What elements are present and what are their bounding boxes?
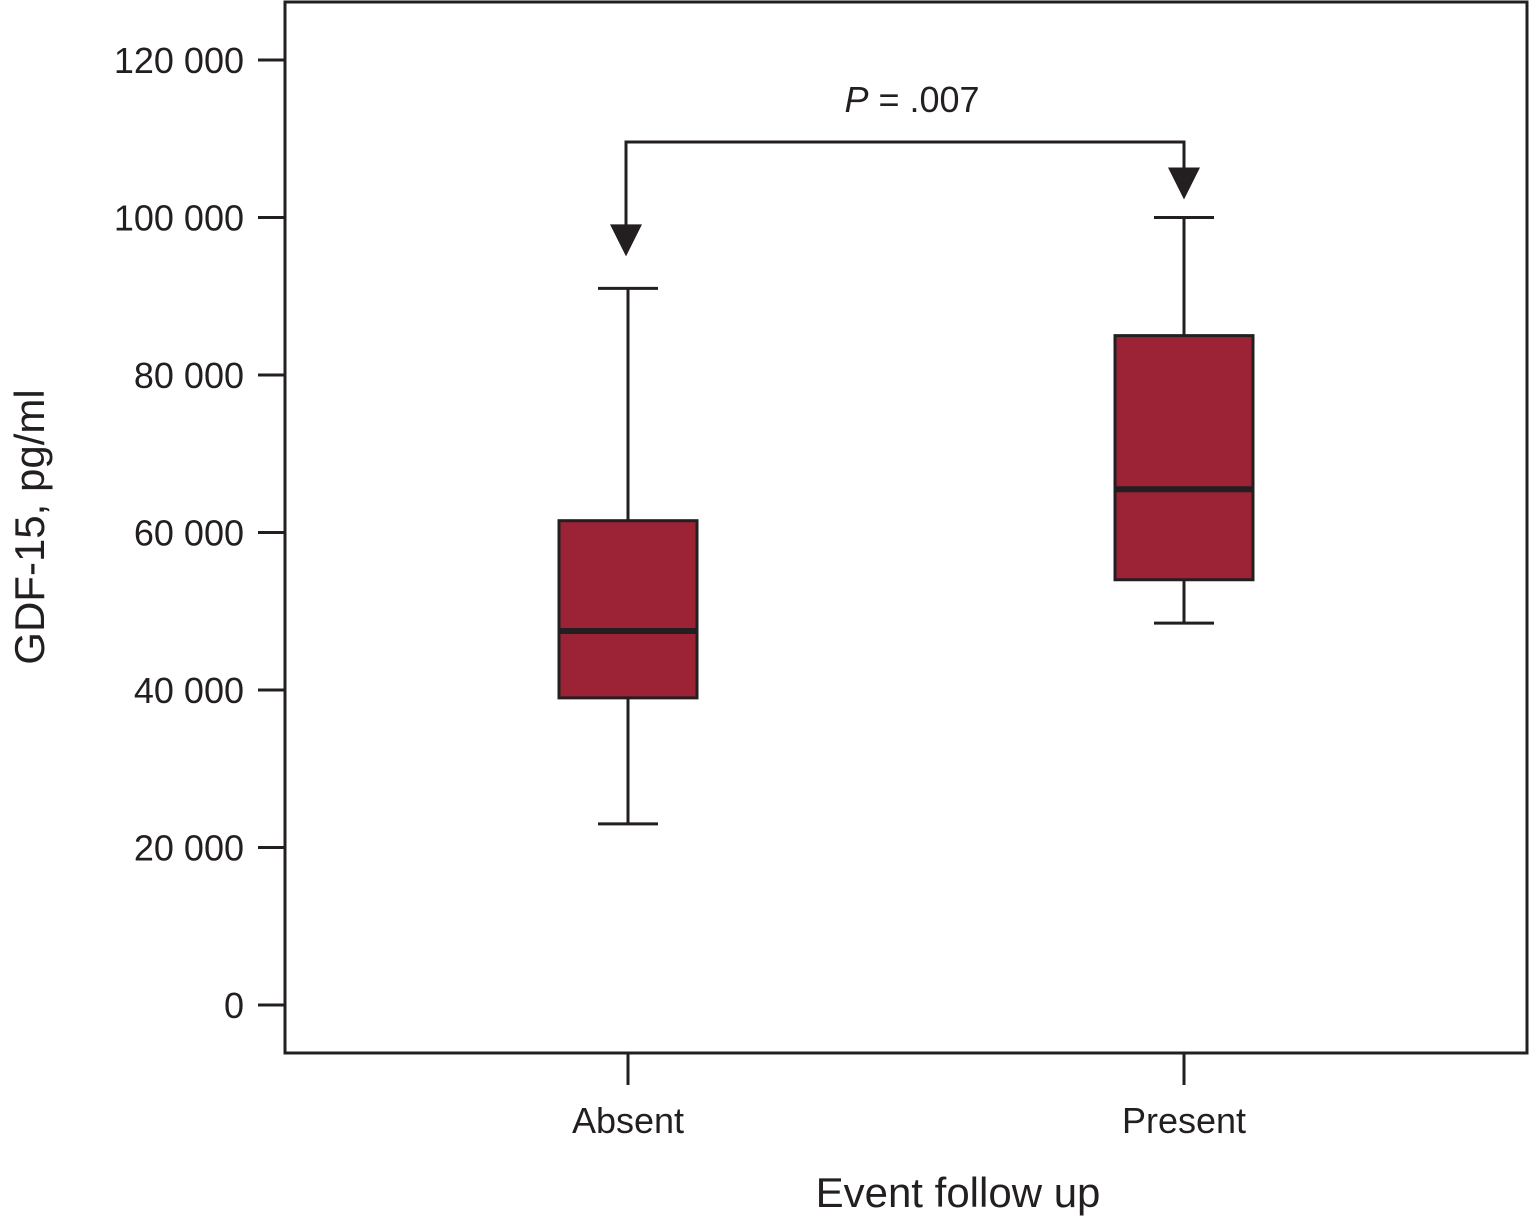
y-tick-label: 0 <box>224 985 244 1026</box>
box-present <box>1113 334 1255 582</box>
x-tick-label: Absent <box>572 1100 684 1141</box>
annotation-p-value: P = .007 <box>844 79 979 120</box>
y-tick-label: 100 000 <box>114 198 244 239</box>
y-tick-label: 120 000 <box>114 40 244 81</box>
arrow-down-icon <box>1168 167 1200 200</box>
plot-frame <box>283 0 1529 1055</box>
y-tick-label: 80 000 <box>134 355 244 396</box>
y-tick-label: 20 000 <box>134 828 244 869</box>
y-tick-label: 60 000 <box>134 513 244 554</box>
arrow-down-icon <box>610 224 642 257</box>
y-tick-label: 40 000 <box>134 670 244 711</box>
y-axis-title: GDF-15, pg/ml <box>6 389 53 664</box>
x-axis-title: Event follow up <box>816 1169 1101 1216</box>
x-tick-label: Present <box>1122 1100 1246 1141</box>
significance-bracket <box>624 140 1186 229</box>
box-absent <box>557 519 699 700</box>
